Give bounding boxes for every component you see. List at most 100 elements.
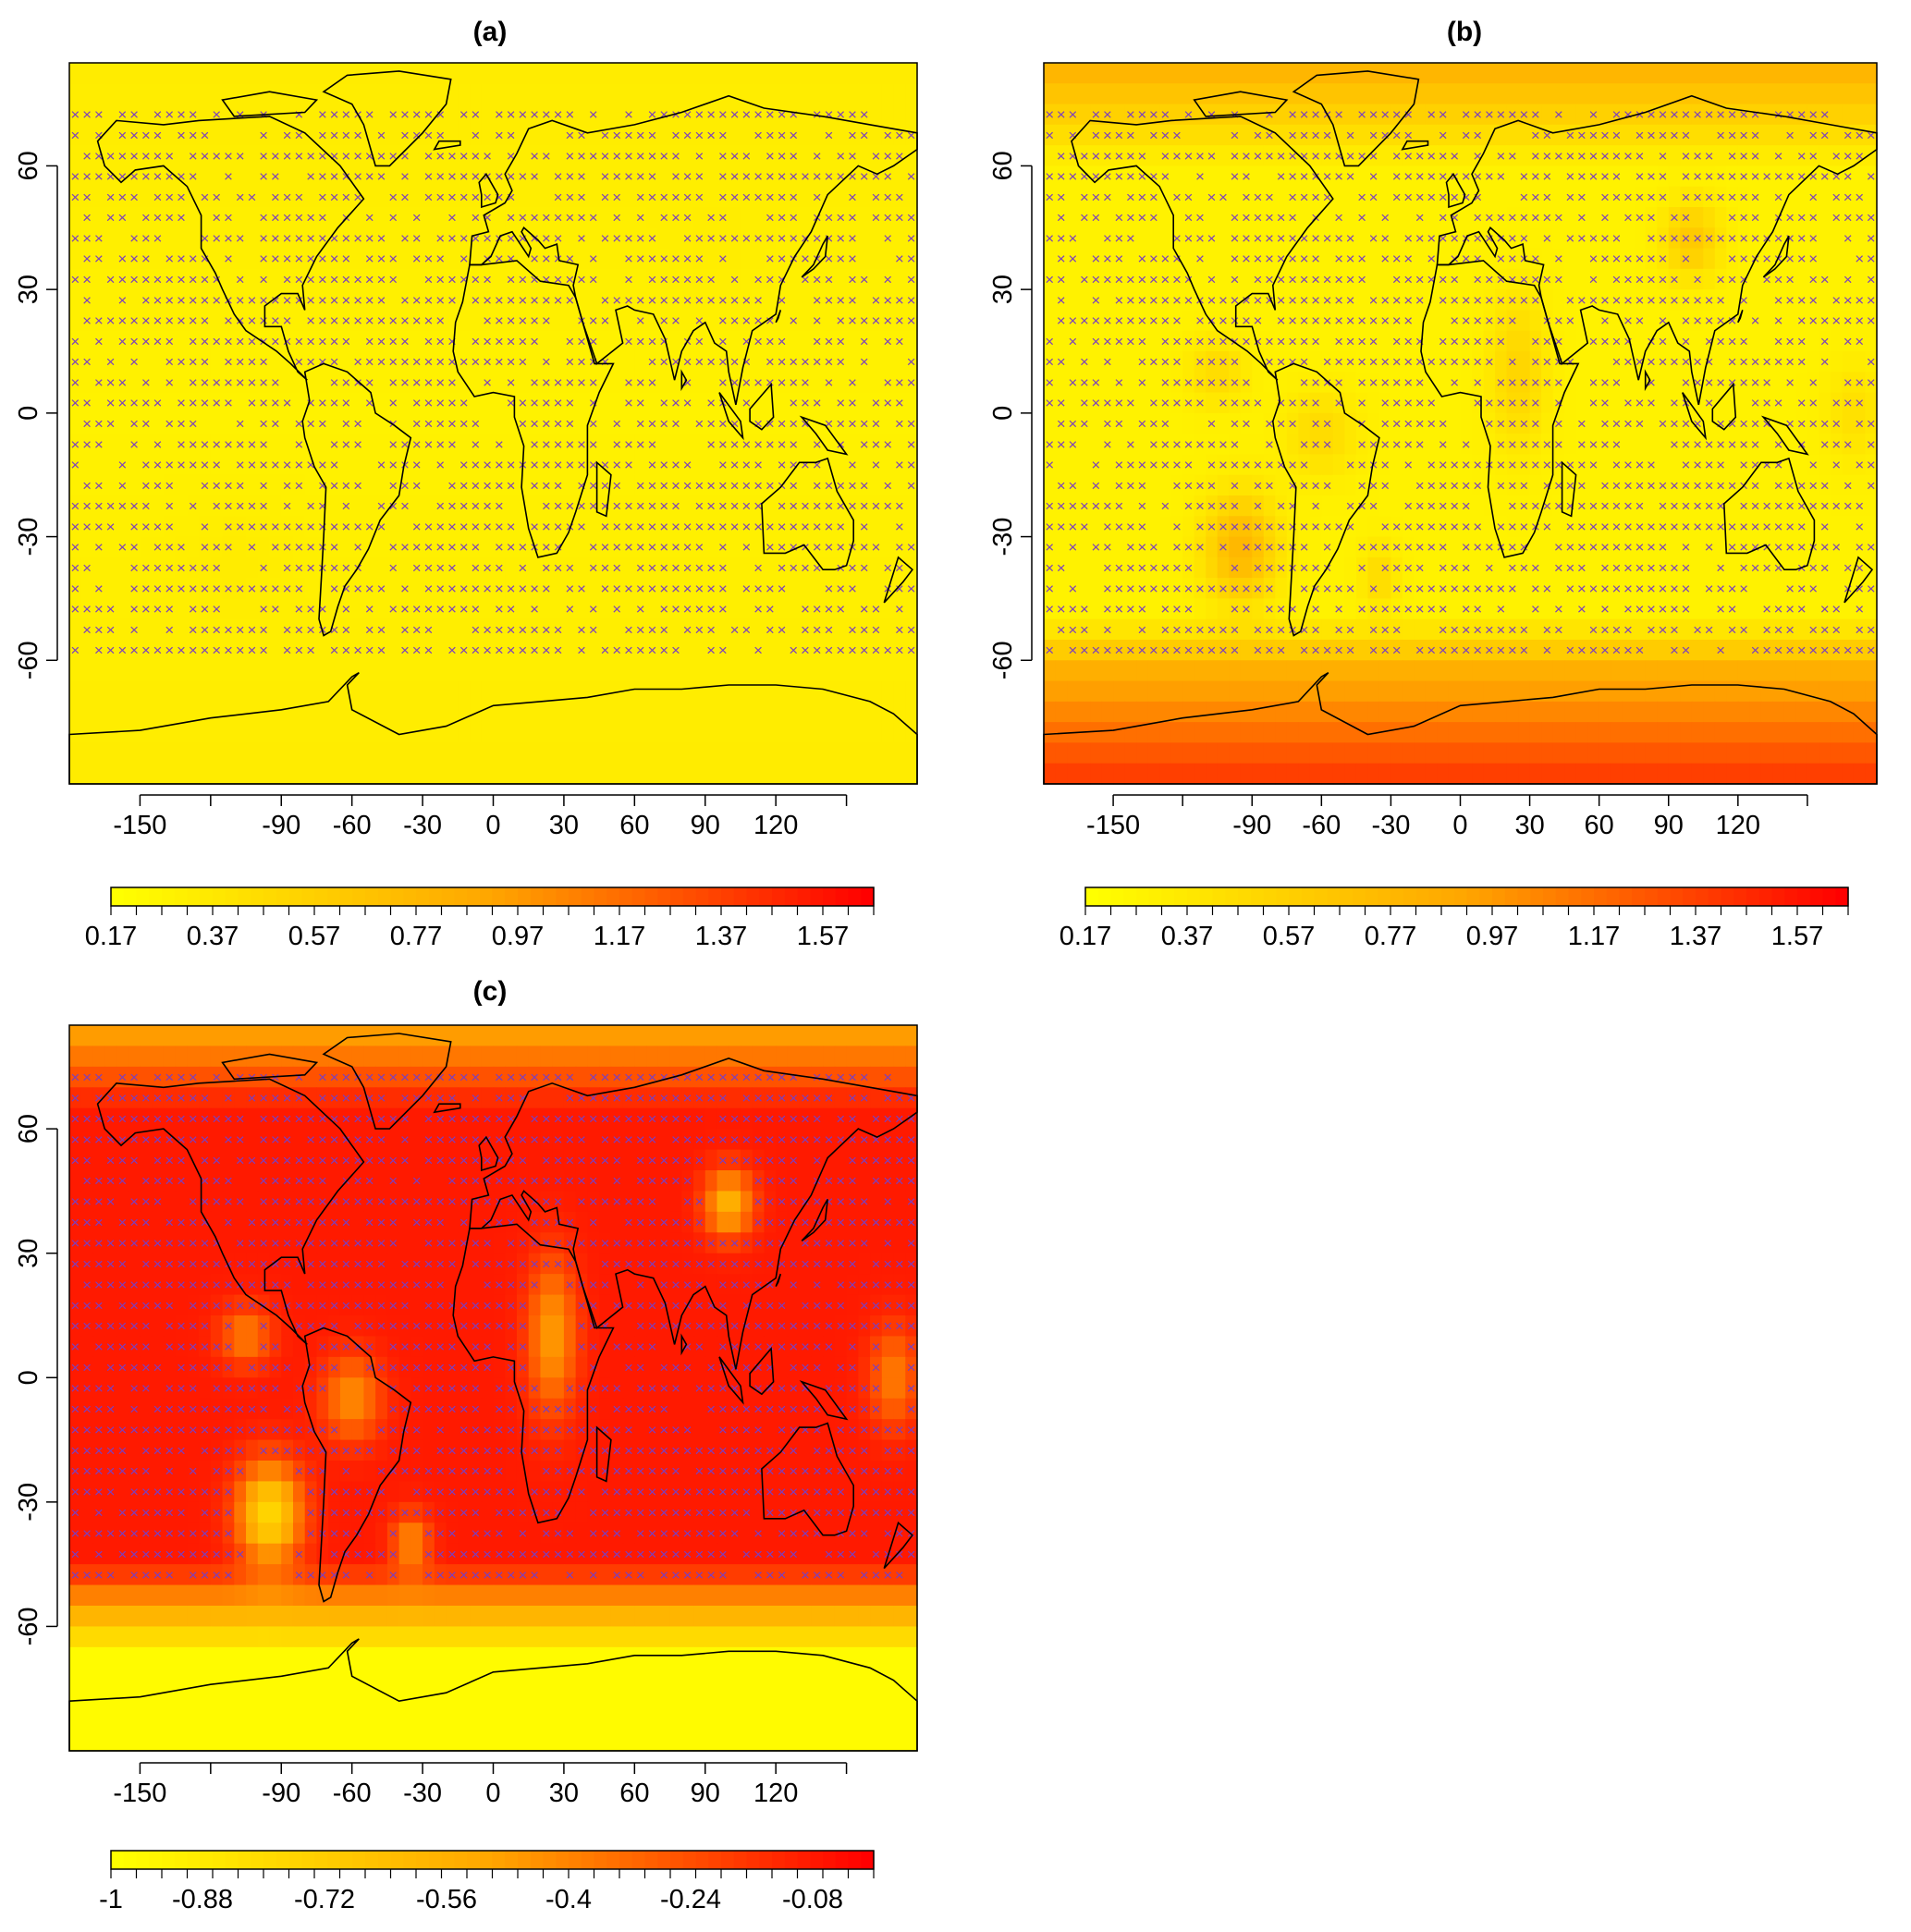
hatch-marker: × xyxy=(129,353,139,371)
hatch-marker: × xyxy=(766,147,775,165)
heatmap-cell xyxy=(693,454,706,476)
heatmap-cell xyxy=(234,145,247,167)
hatch-marker: × xyxy=(212,209,221,226)
hatch-marker: × xyxy=(117,291,127,309)
heatmap-cell xyxy=(1552,124,1565,146)
heatmap-cell xyxy=(1044,248,1057,270)
heatmap-cell xyxy=(363,145,376,167)
heatmap-cell xyxy=(823,104,836,126)
hatch-marker: × xyxy=(224,395,233,412)
hatch-marker: × xyxy=(647,518,656,535)
heatmap-cell xyxy=(375,598,388,620)
heatmap-cell xyxy=(776,145,789,167)
hatch-marker: × xyxy=(353,373,362,391)
heatmap-cell xyxy=(434,640,447,661)
heatmap-cell xyxy=(870,227,883,250)
heatmap-cell xyxy=(1448,83,1462,105)
heatmap-cell xyxy=(599,165,612,188)
hatch-marker: × xyxy=(247,497,256,515)
heatmap-cell xyxy=(893,207,906,228)
hatch-marker: × xyxy=(471,497,480,515)
heatmap-cell xyxy=(834,742,848,764)
hatch-marker: × xyxy=(165,497,174,515)
heatmap-cell xyxy=(1147,145,1160,167)
panel-a: (a) × × × × × × × × × × × × × × × × × × × × × × × × × × × × × × × × × × × ×… xyxy=(0,0,962,961)
heatmap-cell xyxy=(634,207,647,228)
hatch-marker: × xyxy=(423,353,433,371)
heatmap-cell xyxy=(1518,63,1531,84)
heatmap-cell xyxy=(1263,165,1276,188)
heatmap-cell xyxy=(552,145,565,167)
heatmap-cell xyxy=(80,578,94,600)
hatch-marker: × xyxy=(647,168,656,186)
heatmap-cell xyxy=(787,598,801,620)
heatmap-cell xyxy=(811,145,824,167)
heatmap-cell xyxy=(375,742,388,764)
hatch-marker: × xyxy=(554,209,563,226)
hatch-marker: × xyxy=(388,539,398,556)
heatmap-cell xyxy=(234,124,247,146)
heatmap-cell xyxy=(292,763,306,785)
heatmap-cell xyxy=(752,63,766,84)
heatmap-cell xyxy=(776,124,789,146)
heatmap-cell xyxy=(246,165,259,188)
hatch-marker: × xyxy=(82,415,92,433)
hatch-marker: × xyxy=(895,621,904,639)
hatch-marker: × xyxy=(753,477,763,495)
heatmap-cell xyxy=(281,660,294,682)
hatch-marker: × xyxy=(636,291,645,309)
hatch-marker: × xyxy=(683,601,692,618)
hatch-marker: × xyxy=(435,251,445,268)
hatch-marker: × xyxy=(459,601,469,618)
hatch-marker: × xyxy=(741,229,751,247)
heatmap-cell xyxy=(234,392,247,414)
heatmap-cell xyxy=(858,372,871,394)
hatch-marker: × xyxy=(789,209,798,226)
heatmap-cell xyxy=(1275,186,1288,208)
hatch-marker: × xyxy=(554,291,563,309)
hatch-marker: × xyxy=(412,373,422,391)
heatmap-cell xyxy=(446,763,459,785)
hatch-marker: × xyxy=(224,312,233,330)
hatch-marker: × xyxy=(530,168,539,186)
hatch-marker: × xyxy=(106,189,116,206)
heatmap-cell xyxy=(398,207,411,228)
heatmap-cell xyxy=(1587,207,1600,228)
hatch-marker: × xyxy=(412,209,422,226)
heatmap-cell xyxy=(552,763,565,785)
hatch-marker: × xyxy=(718,147,728,165)
hatch-marker: × xyxy=(741,147,751,165)
heatmap-cell xyxy=(80,660,94,682)
hatch-marker: × xyxy=(565,333,574,350)
hatch-marker: × xyxy=(423,147,433,165)
hatch-marker: × xyxy=(836,539,845,556)
hatch-marker: × xyxy=(447,209,457,226)
heatmap-cell xyxy=(1552,165,1565,188)
heatmap-cell xyxy=(552,186,565,208)
hatch-marker: × xyxy=(259,168,268,186)
colorbar-swatch xyxy=(695,887,709,906)
hatch-marker: × xyxy=(518,312,527,330)
hatch-marker: × xyxy=(306,642,315,659)
hatch-marker: × xyxy=(70,642,80,659)
heatmap-cell xyxy=(669,330,682,352)
heatmap-cell xyxy=(1772,83,1785,105)
hatch-marker: × xyxy=(694,415,704,433)
hatch-marker: × xyxy=(189,251,198,268)
hatch-marker: × xyxy=(377,353,386,371)
hatch-marker: × xyxy=(271,580,280,597)
heatmap-cell xyxy=(80,83,94,105)
hatch-marker: × xyxy=(554,621,563,639)
hatch-marker: × xyxy=(318,415,327,433)
heatmap-cell xyxy=(1495,83,1508,105)
heatmap-cell xyxy=(1355,227,1368,250)
heatmap-cell xyxy=(1657,63,1670,84)
heatmap-cell xyxy=(481,763,495,785)
heatmap-cell xyxy=(1575,268,1588,290)
hatch-marker: × xyxy=(106,353,116,371)
heatmap-cell xyxy=(1587,63,1600,84)
heatmap-cell xyxy=(339,104,353,126)
heatmap-cell xyxy=(729,536,741,558)
heatmap-cell xyxy=(1217,207,1230,228)
heatmap-cell xyxy=(610,392,624,414)
